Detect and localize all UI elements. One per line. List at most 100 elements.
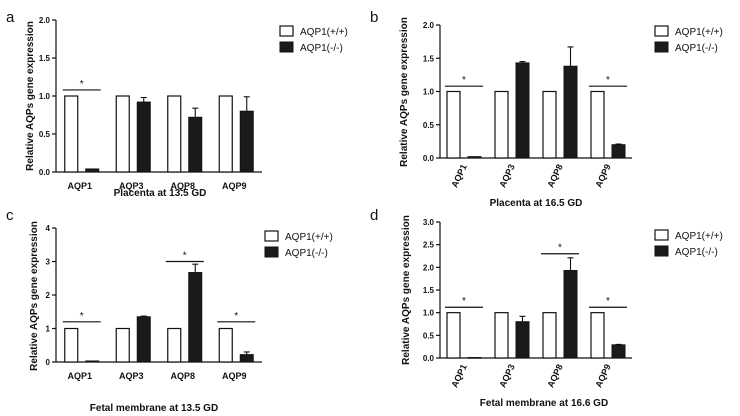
- x-tick-label: AQP8: [545, 163, 564, 189]
- panel-letter: d: [370, 207, 378, 224]
- chart-panel-b: b 0.0 0.5 1.0 1.5 2.0 Relative AQPs gene expre…: [370, 9, 723, 209]
- x-tick-label: AQP9: [222, 371, 247, 381]
- bar-aqp1-wt: [115, 95, 130, 173]
- legend-label-wt: AQP1(+/+): [675, 231, 723, 242]
- bar-aqp1-ko: [136, 316, 151, 363]
- bar-aqp1-wt: [218, 95, 233, 173]
- y-tick-label: 1.0: [39, 92, 51, 101]
- bar-aqp1-ko: [239, 354, 254, 363]
- y-tick-label: 1.5: [423, 286, 435, 295]
- legend-label-wt: AQP1(+/+): [675, 27, 723, 38]
- legend: AQP1(+/+) AQP1(-/-): [654, 25, 723, 54]
- y-tick-label: 0.5: [39, 130, 51, 139]
- bar-aqp1-wt: [218, 327, 233, 363]
- chart-panel-c: c 0 1 2 3 4 Relative AQPs gene expression Fetal…: [6, 207, 333, 414]
- significance-star: *: [606, 75, 610, 86]
- chart-panel-d: d 0.0 0.5 1.0 1.5 2.0 2.5 3.0 Relative AQPs gene…: [370, 207, 723, 409]
- y-tick-label: 0.5: [423, 121, 435, 130]
- bar-aqp1-wt: [167, 95, 182, 173]
- bar-aqp1-wt: [542, 90, 557, 159]
- x-axis-title: Fetal membrane at 16.6 GD: [480, 398, 608, 409]
- bar-aqp1-ko: [563, 65, 578, 159]
- y-tick-label: 0.5: [423, 331, 435, 340]
- bar-aqp1-ko: [188, 272, 203, 363]
- bar-aqp1-wt: [64, 327, 79, 363]
- significance-star: *: [80, 79, 84, 90]
- y-tick-label: 4: [46, 224, 51, 233]
- significance-star: *: [462, 75, 466, 86]
- bar-aqp1-ko: [188, 116, 203, 173]
- legend-label-ko: AQP1(-/-): [675, 247, 718, 258]
- legend-label-ko: AQP1(-/-): [285, 248, 328, 259]
- x-tick-label: AQP8: [545, 363, 564, 389]
- legend-label-wt: AQP1(+/+): [300, 27, 348, 38]
- legend-swatch-ko: [654, 41, 669, 53]
- bar-aqp1-wt: [494, 90, 509, 159]
- significance-star: *: [462, 296, 466, 307]
- y-tick-label: 1: [46, 325, 51, 334]
- panel-letter: a: [6, 9, 15, 26]
- x-tick-label: AQP1: [67, 371, 92, 381]
- legend: AQP1(+/+) AQP1(-/-): [264, 230, 333, 259]
- legend-label-ko: AQP1(-/-): [300, 43, 343, 54]
- x-tick-label: AQP3: [497, 163, 516, 189]
- bar-aqp1-ko: [515, 321, 530, 359]
- x-tick-label: AQP3: [119, 181, 144, 191]
- significance-star: *: [183, 251, 187, 262]
- significance-star: *: [80, 311, 84, 322]
- y-tick-label: 2.5: [423, 241, 435, 250]
- legend-swatch-wt: [654, 25, 669, 37]
- y-axis-label: Relative AQPs gene expression: [401, 215, 412, 365]
- y-tick-label: 2: [46, 291, 51, 300]
- bar-aqp1-ko: [611, 344, 626, 359]
- legend: AQP1(+/+) AQP1(-/-): [279, 25, 348, 54]
- bar-aqp1-ko: [563, 270, 578, 359]
- legend-swatch-ko: [654, 245, 669, 257]
- y-axis-label: Relative AQPs gene expression: [399, 17, 410, 167]
- y-tick-label: 0.0: [423, 354, 435, 363]
- bar-aqp1-ko: [136, 101, 151, 173]
- bar-aqp1-ko: [467, 357, 482, 359]
- significance-star: *: [606, 296, 610, 307]
- y-tick-label: 1.0: [423, 309, 435, 318]
- x-tick-label: AQP8: [170, 181, 195, 191]
- y-tick-label: 1.5: [39, 54, 51, 63]
- y-tick-label: 1.0: [423, 88, 435, 97]
- y-axis-label: Relative AQPs gene expression: [29, 221, 40, 371]
- bar-aqp1-ko: [611, 144, 626, 159]
- bar-aqp1-ko: [85, 360, 100, 363]
- x-tick-label: AQP3: [497, 363, 516, 389]
- bar-aqp1-wt: [542, 312, 557, 359]
- legend-swatch-wt: [279, 25, 294, 37]
- bar-aqp1-wt: [64, 95, 79, 173]
- bar-aqp1-ko: [85, 168, 100, 173]
- significance-star: *: [558, 243, 562, 254]
- panel-letter: c: [6, 207, 14, 224]
- x-tick-label: AQP8: [170, 371, 195, 381]
- bar-aqp1-wt: [494, 312, 509, 359]
- y-tick-label: 2.0: [39, 16, 51, 25]
- bar-aqp1-wt: [115, 327, 130, 363]
- x-tick-label: AQP1: [449, 363, 468, 389]
- y-tick-label: 0: [46, 358, 51, 367]
- y-axis-label: Relative AQPs gene expression: [25, 21, 36, 171]
- x-tick-label: AQP1: [67, 181, 92, 191]
- x-tick-label: AQP3: [119, 371, 144, 381]
- legend-swatch-ko: [264, 246, 279, 258]
- bar-aqp1-ko: [239, 110, 254, 173]
- legend: AQP1(+/+) AQP1(-/-): [654, 229, 723, 258]
- x-tick-label: AQP9: [222, 181, 247, 191]
- legend-swatch-wt: [654, 229, 669, 241]
- legend-label-wt: AQP1(+/+): [285, 232, 333, 243]
- x-axis-title: Fetal membrane at 13.5 GD: [90, 403, 218, 414]
- bar-aqp1-wt: [446, 312, 461, 359]
- y-tick-label: 0.0: [39, 168, 51, 177]
- x-axis-title: Placenta at 16.5 GD: [490, 198, 583, 209]
- y-tick-label: 2.0: [423, 21, 435, 30]
- x-tick-label: AQP1: [449, 163, 468, 189]
- x-axis-title: Placenta at 13.5 GD: [114, 188, 207, 199]
- y-tick-label: 2.0: [423, 263, 435, 272]
- bar-aqp1-wt: [167, 327, 182, 363]
